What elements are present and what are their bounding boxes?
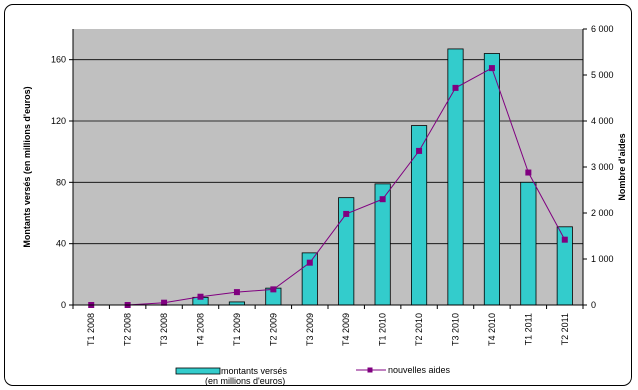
- right-tick-label: 2 000: [591, 208, 614, 218]
- series-line-nouvelles-aides: [91, 67, 566, 306]
- right-tick-label: 0: [591, 300, 596, 310]
- line-marker-t4-2008: [197, 293, 204, 300]
- line-marker-t2-2011: [561, 236, 568, 243]
- legend-bar-label-line2: (en millions d'euros): [205, 376, 285, 386]
- bars: [192, 48, 573, 306]
- legend-bar-label-line1: montants versés: [221, 366, 288, 376]
- left-tick-label: 120: [51, 116, 66, 126]
- x-tick-label: T1 2011: [523, 313, 533, 345]
- left-tick-label: 160: [51, 55, 66, 65]
- right-tick-label: 3 000: [591, 162, 614, 172]
- line-marker-t1-2010: [379, 196, 386, 203]
- x-tick-label: T1 2008: [86, 313, 96, 346]
- line-marker-t3-2008: [161, 299, 168, 306]
- line-marker-t1-2009: [233, 289, 240, 296]
- line-marker-t1-2011: [525, 169, 532, 176]
- x-tick-label: T2 2010: [414, 313, 424, 346]
- x-tick-label: T3 2008: [159, 313, 169, 346]
- left-axis-ticks: 0 40 80 120 160: [51, 55, 73, 310]
- plot-area: [73, 29, 583, 305]
- right-tick-label: 6 000: [591, 24, 614, 34]
- bar-t1-2011: [520, 181, 537, 306]
- x-tick-label: T4 2010: [487, 313, 497, 346]
- x-tick-label: T1 2009: [232, 313, 242, 346]
- line-marker-t2-2009: [270, 286, 277, 293]
- x-tick-label: T1 2010: [378, 313, 388, 346]
- line-marker-t3-2009: [306, 259, 313, 266]
- x-tick-label: T3 2009: [305, 313, 315, 346]
- right-tick-label: 5 000: [591, 70, 614, 80]
- right-tick-label: 1 000: [591, 254, 614, 264]
- left-tick-label: 0: [61, 300, 66, 310]
- line-marker-t2-2010: [416, 147, 423, 154]
- legend-line-label: nouvelles aides: [388, 365, 451, 375]
- right-tick-label: 4 000: [591, 116, 614, 126]
- left-tick-label: 80: [56, 177, 66, 187]
- left-tick-label: 40: [56, 239, 66, 249]
- x-tick-label: T2 2008: [123, 313, 133, 346]
- bar-t4-2010: [483, 53, 500, 306]
- line-marker-t3-2010: [452, 84, 459, 91]
- line-marker-t4-2009: [343, 210, 350, 217]
- right-axis-ticks: 0 1 000 2 000 3 000 4 000 5 000 6 000: [583, 24, 614, 310]
- legend-bar-swatch: [175, 367, 221, 375]
- x-tick-label: T2 2011: [560, 313, 570, 345]
- x-tick-label: T2 2009: [268, 313, 278, 346]
- x-tick-label: T4 2009: [341, 313, 351, 346]
- legend-line-marker: [367, 367, 373, 373]
- line-marker-t4-2010: [488, 65, 495, 72]
- x-tick-label: T4 2008: [196, 313, 206, 346]
- x-tick-label: T3 2010: [451, 313, 461, 346]
- legend: montants versés (en millions d'euros) no…: [175, 365, 451, 386]
- x-axis-ticks: T1 2008 T2 2008 T3 2008 T4 2008 T1 2009 T2 20…: [72, 305, 584, 346]
- left-axis-title: Montants versés (en millions d'euros): [22, 86, 32, 247]
- right-axis-title: Nombre d'aides: [617, 133, 627, 200]
